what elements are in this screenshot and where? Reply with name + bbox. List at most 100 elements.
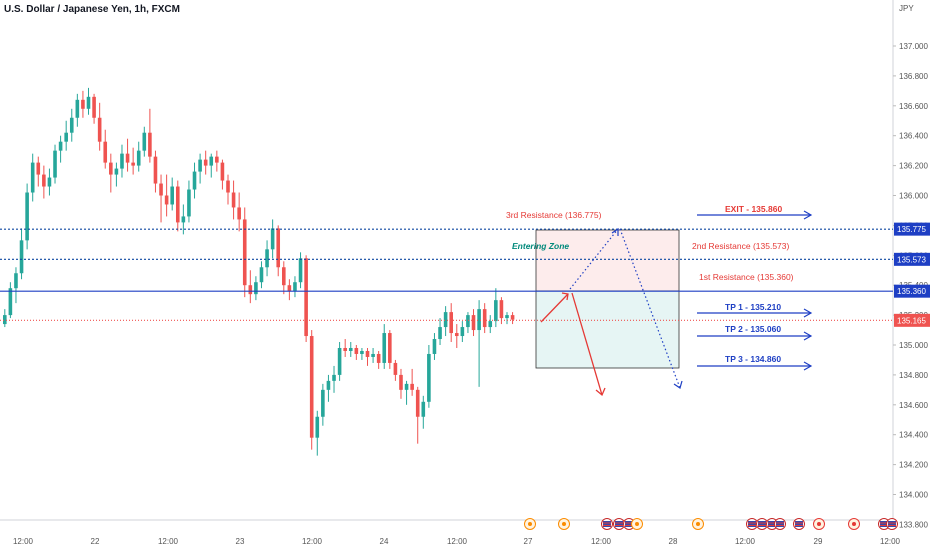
event-marker-icon[interactable] xyxy=(692,518,704,530)
candle xyxy=(304,255,308,343)
tp2-label: TP 2 - 135.060 xyxy=(725,324,781,334)
candle xyxy=(120,144,124,178)
y-tick-label: 136.800 xyxy=(899,72,928,81)
candle xyxy=(393,359,398,381)
path-top-arrowhead xyxy=(611,227,619,236)
drop-arrow-head xyxy=(595,387,606,397)
price-level-tag xyxy=(894,222,930,236)
candle xyxy=(343,339,347,357)
y-tick-label: 134.400 xyxy=(899,431,928,440)
drop-arrow xyxy=(571,292,603,396)
candle xyxy=(92,93,96,124)
y-tick-label: 136.600 xyxy=(899,102,928,111)
event-marker-icon[interactable] xyxy=(886,518,898,530)
candle xyxy=(454,324,459,348)
candle xyxy=(360,347,364,360)
candle xyxy=(259,261,264,289)
chart-title: U.S. Dollar / Japanese Yen, 1h, FXCM xyxy=(4,4,180,15)
candle xyxy=(494,288,498,328)
trade-arrows xyxy=(540,210,813,397)
candle xyxy=(371,347,375,363)
candle xyxy=(198,153,202,184)
economic-events[interactable] xyxy=(524,518,898,530)
candle xyxy=(276,225,281,277)
x-tick-label: 23 xyxy=(236,537,245,546)
path-up-dotted xyxy=(569,228,619,290)
candle xyxy=(460,321,465,343)
candle xyxy=(97,102,102,151)
candle xyxy=(298,252,303,289)
candle xyxy=(482,303,487,334)
price-level-value: 135.165 xyxy=(897,316,926,325)
price-level-value: 135.775 xyxy=(897,225,926,234)
candle xyxy=(332,365,336,393)
candle xyxy=(399,368,403,399)
event-marker-icon[interactable] xyxy=(746,518,758,530)
x-tick-label: 12:00 xyxy=(735,537,756,546)
candle xyxy=(125,138,130,172)
candle xyxy=(287,279,292,301)
event-marker-icon[interactable] xyxy=(613,518,625,530)
candle xyxy=(337,342,342,381)
y-tick-label: 133.800 xyxy=(899,520,928,529)
candle xyxy=(477,300,481,387)
candle xyxy=(215,150,219,172)
candle xyxy=(376,350,381,369)
candle xyxy=(488,315,493,334)
target-zone-box xyxy=(535,290,680,369)
candle xyxy=(131,147,135,175)
candle xyxy=(242,207,247,298)
candle xyxy=(164,174,169,217)
entry-arrow-up xyxy=(540,293,569,323)
y-tick-label: 136.000 xyxy=(899,192,928,201)
event-marker-icon[interactable] xyxy=(756,518,768,530)
candle xyxy=(471,309,476,337)
candle xyxy=(388,330,392,369)
candle xyxy=(3,309,7,328)
event-marker-icon[interactable] xyxy=(601,518,613,530)
y-tick-label: 134.200 xyxy=(899,461,928,470)
currency-label: JPY xyxy=(899,4,914,13)
candle xyxy=(438,318,442,345)
candle xyxy=(226,174,230,205)
tp3-label: TP 3 - 134.860 xyxy=(725,354,781,364)
x-tick-label: 27 xyxy=(524,537,533,546)
event-marker-icon[interactable] xyxy=(524,518,536,530)
candle xyxy=(170,177,174,211)
candle xyxy=(220,159,225,190)
event-marker-icon[interactable] xyxy=(774,518,786,530)
event-marker-icon[interactable] xyxy=(813,518,825,530)
candle xyxy=(209,153,214,178)
exit-label: EXIT - 135.860 xyxy=(725,204,782,214)
candle xyxy=(81,90,85,118)
candle xyxy=(354,345,359,360)
candle xyxy=(254,276,258,301)
candle xyxy=(321,383,325,426)
event-marker-icon[interactable] xyxy=(793,518,805,530)
candle xyxy=(69,108,74,142)
candle xyxy=(159,174,163,223)
y-tick-label: 134.600 xyxy=(899,401,928,410)
y-tick-label: 134.800 xyxy=(899,371,928,380)
candle xyxy=(14,267,18,304)
candle xyxy=(109,153,113,193)
event-marker-icon[interactable] xyxy=(558,518,570,530)
price-axis: 137.000 136.800 136.600 136.400 136.200 136.0… xyxy=(0,0,928,529)
price-level-value: 135.573 xyxy=(897,255,926,264)
time-axis: 12:00 22 12:00 23 12:00 24 12:00 27 12:00 28 12:00… xyxy=(13,537,901,546)
candles xyxy=(3,87,515,456)
candle xyxy=(42,165,46,199)
candle xyxy=(142,126,147,157)
candle xyxy=(58,135,63,163)
candle xyxy=(248,270,253,304)
x-tick-label: 12:00 xyxy=(158,537,179,546)
event-marker-icon[interactable] xyxy=(631,518,643,530)
entry-zone-box xyxy=(535,229,680,292)
entry-arrow-up-head xyxy=(561,292,569,301)
candle xyxy=(365,347,370,366)
candle xyxy=(326,374,331,402)
event-marker-icon[interactable] xyxy=(848,518,860,530)
path-down-arrowhead xyxy=(673,380,683,389)
y-tick-label: 134.000 xyxy=(899,491,928,500)
